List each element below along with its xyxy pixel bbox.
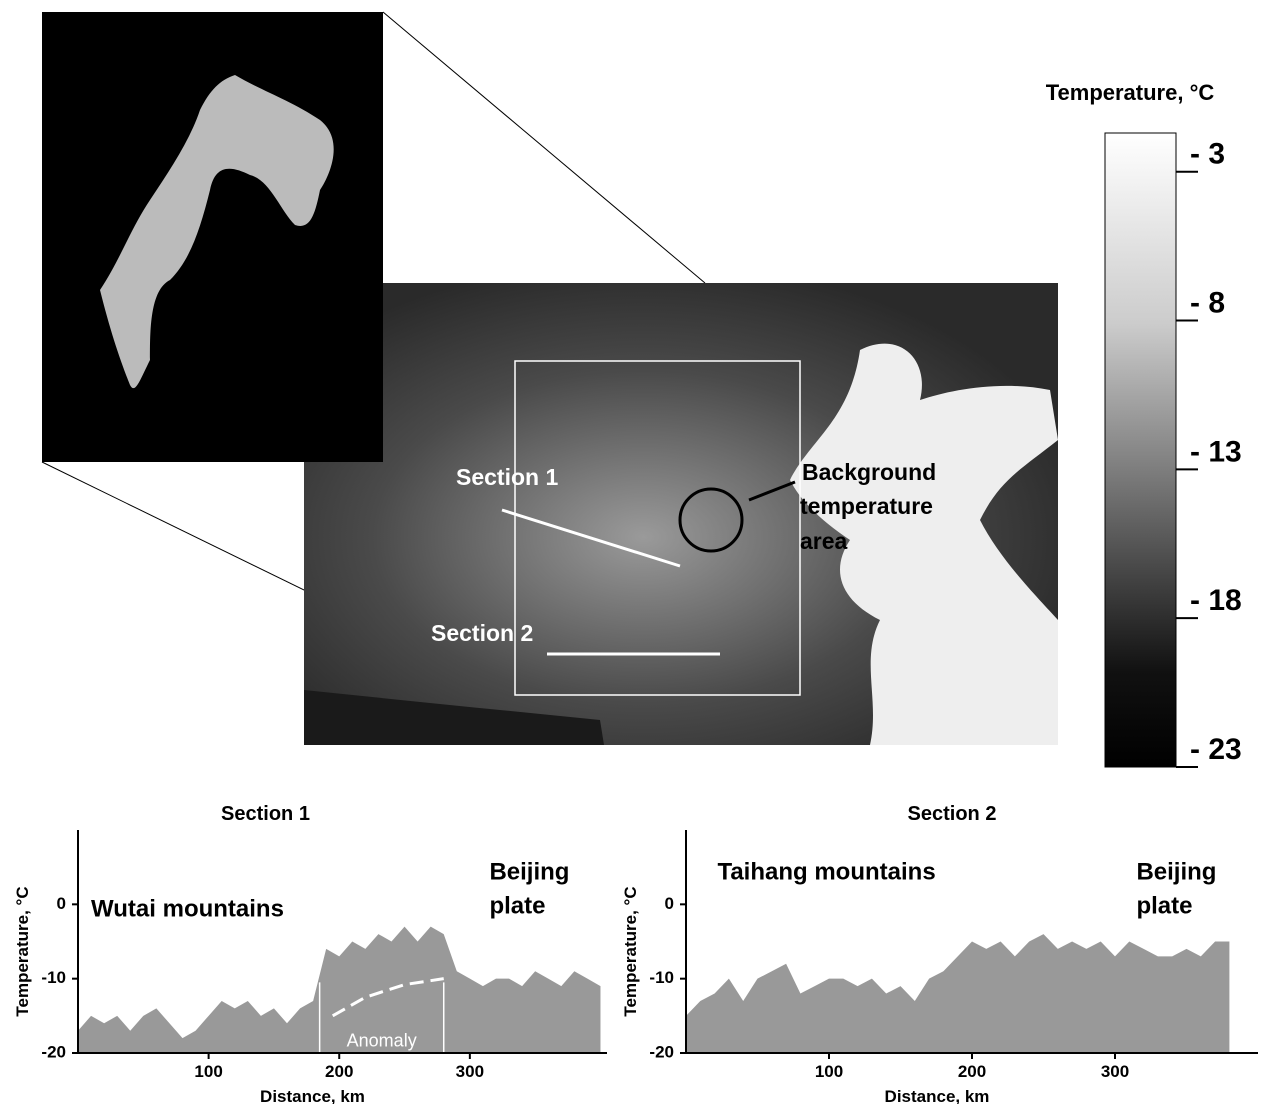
x-tick-label: 300 [456,1062,484,1081]
anomaly-label: Anomaly [347,1031,417,1051]
colorbar-tick-label: - 23 [1190,733,1242,766]
figure: Section 1 Section 2 Background temperatu… [0,0,1264,1104]
annotation: Beijing [489,858,569,885]
y-tick-label: 0 [57,894,66,913]
colorbar [1105,133,1176,767]
zoom-line [383,12,705,283]
x-axis-label: Distance, km [885,1087,990,1104]
colorbar-tick-label: - 13 [1190,435,1242,468]
x-tick-label: 200 [325,1062,353,1081]
map-label: Section 1 [456,464,558,490]
annotation: Beijing [1136,858,1216,885]
x-tick-label: 300 [1101,1062,1129,1081]
annotation: Wutai mountains [91,896,284,923]
annotation: plate [489,892,545,919]
y-axis-label: Temperature, °C [13,886,32,1016]
y-axis-label: Temperature, °C [621,886,640,1016]
colorbar-title: Temperature, °C [1046,80,1215,105]
area [686,934,1229,1053]
area [78,927,600,1053]
x-tick-label: 100 [815,1062,843,1081]
colorbar-tick-label: - 8 [1190,286,1225,319]
y-tick-label: -10 [41,968,66,987]
x-tick-label: 200 [958,1062,986,1081]
y-tick-label: -20 [649,1042,674,1061]
map-label: area [800,528,848,554]
chart-title: Section 1 [221,803,310,825]
x-tick-label: 100 [194,1062,222,1081]
y-tick-label: 0 [665,894,674,913]
colorbar-tick-label: - 3 [1190,138,1225,171]
map-label: Section 2 [431,620,533,646]
y-tick-label: -10 [649,968,674,987]
map-label: Background [802,459,936,485]
colorbar-tick-label: - 18 [1190,584,1242,617]
y-tick-label: -20 [41,1042,66,1061]
inset-image [42,12,383,462]
map-label: temperature [800,493,933,519]
x-axis-label: Distance, km [260,1087,365,1104]
annotation: Taihang mountains [717,858,935,885]
annotation: plate [1136,892,1192,919]
chart-title: Section 2 [908,803,997,825]
